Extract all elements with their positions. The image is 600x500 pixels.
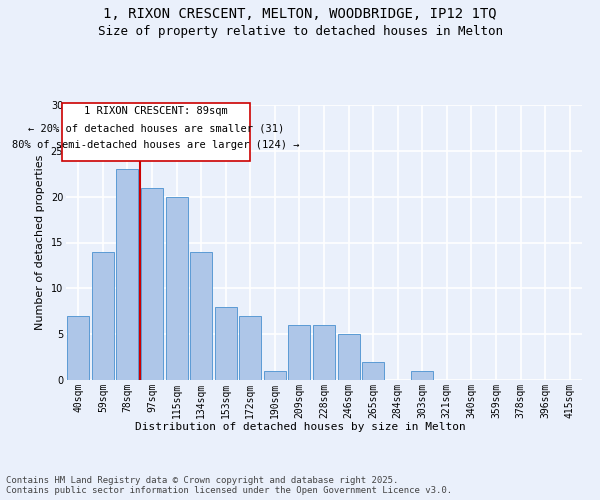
Text: Contains HM Land Registry data © Crown copyright and database right 2025.
Contai: Contains HM Land Registry data © Crown c…	[6, 476, 452, 495]
Bar	[166, 196, 188, 380]
Bar	[67, 316, 89, 380]
Bar	[338, 334, 359, 380]
Bar	[239, 316, 262, 380]
Bar	[141, 188, 163, 380]
Text: 80% of semi-detached houses are larger (124) →: 80% of semi-detached houses are larger (…	[12, 140, 299, 150]
Bar	[411, 371, 433, 380]
Bar	[264, 371, 286, 380]
Bar	[313, 325, 335, 380]
Bar	[289, 325, 310, 380]
Text: 1, RIXON CRESCENT, MELTON, WOODBRIDGE, IP12 1TQ: 1, RIXON CRESCENT, MELTON, WOODBRIDGE, I…	[103, 8, 497, 22]
Bar	[190, 252, 212, 380]
Text: ← 20% of detached houses are smaller (31): ← 20% of detached houses are smaller (31…	[28, 124, 284, 134]
Bar	[215, 306, 237, 380]
Bar	[116, 169, 139, 380]
Text: Size of property relative to detached houses in Melton: Size of property relative to detached ho…	[97, 25, 503, 38]
Y-axis label: Number of detached properties: Number of detached properties	[35, 155, 45, 330]
Bar	[92, 252, 114, 380]
Bar	[362, 362, 384, 380]
Text: Distribution of detached houses by size in Melton: Distribution of detached houses by size …	[134, 422, 466, 432]
Text: 1 RIXON CRESCENT: 89sqm: 1 RIXON CRESCENT: 89sqm	[84, 106, 227, 117]
